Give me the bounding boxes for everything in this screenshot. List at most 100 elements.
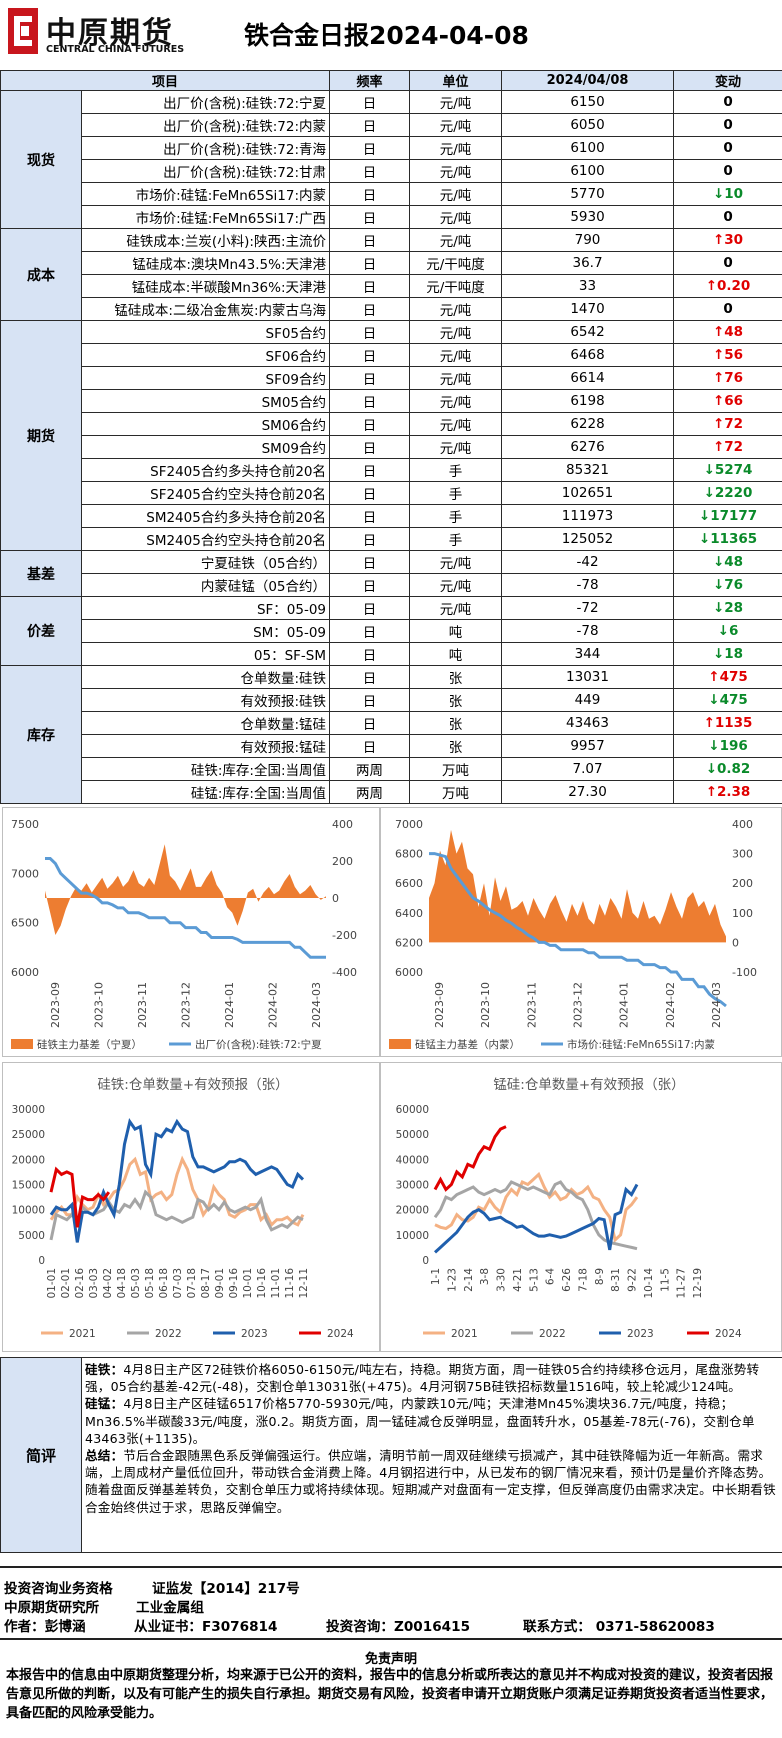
legend-label: 2024	[327, 1328, 354, 1340]
item-cell: SM05合约	[80, 389, 331, 413]
unit-cell: 张	[409, 688, 503, 712]
change-cell: ↑2.38	[673, 780, 782, 804]
x-tick-label: 2023-09	[433, 982, 446, 1028]
value-cell: 6100	[501, 136, 675, 160]
item-cell: SF05合约	[80, 320, 331, 344]
value-cell: 5770	[501, 182, 675, 206]
change-value: 11365	[710, 531, 758, 547]
series-line-2023	[49, 1117, 305, 1243]
x-tick-label: 7-18	[577, 1268, 589, 1292]
item-cell: 仓单数量:锰硅	[80, 711, 331, 735]
unit-cell: 张	[409, 734, 503, 758]
change-value: 2.38	[717, 784, 751, 800]
data-table: 项目 频率 单位 2024/04/08 变动 现货 出厂价(含税):硅铁:72:宁…	[0, 70, 782, 804]
arrow-down-icon: ↓	[703, 462, 715, 478]
table-row: 成本 硅铁成本:兰炭(小料):陕西:主流价日元/吨 790 ↑30	[0, 228, 782, 321]
comment-head: 硅锰：	[85, 1396, 124, 1412]
unit-cell: 元/干吨度	[409, 251, 503, 275]
y-tick-label: 6800	[395, 848, 423, 861]
unit-cell: 元/吨	[409, 412, 503, 436]
arrow-down-icon: ↓	[712, 646, 725, 662]
arrow-down-icon: ↓	[698, 531, 711, 547]
change-value: 0	[723, 163, 733, 179]
change-value: 0	[723, 117, 733, 133]
value-cell: 344	[501, 642, 675, 666]
x-tick-label: 2023-11	[136, 982, 149, 1028]
series-line-2023	[433, 1183, 639, 1254]
unit-cell: 元/干吨度	[409, 274, 503, 298]
y-tick-label: 10000	[12, 1205, 45, 1217]
company-logo-english: CENTRAL CHINA FUTURES	[46, 44, 185, 55]
price-line	[429, 852, 727, 1008]
change-cell: ↑1135	[673, 711, 782, 735]
footer-group: 工业金属组	[136, 1600, 204, 1616]
change-cell: ↓0.82	[673, 757, 782, 781]
x-tick-label: 1-1	[430, 1268, 442, 1285]
change-cell: ↑76	[673, 366, 782, 390]
change-value: 5274	[714, 462, 753, 478]
table-row: SF09合约日元/吨 6614 ↑76	[1, 366, 782, 390]
frequency-cell: 日	[329, 665, 411, 689]
frequency-cell: 日	[329, 527, 411, 551]
footer-consulting: 投资咨询：Z0016415	[326, 1619, 471, 1635]
item-cell: 硅铁:库存:全国:当周值	[80, 757, 331, 781]
unit-cell: 万吨	[409, 757, 503, 781]
y-tick-label: 0	[38, 1255, 45, 1267]
table-header-row: 项目 频率 单位 2024/04/08 变动	[0, 70, 782, 91]
x-tick-label: 02-01	[60, 1268, 72, 1299]
x-tick-label: 3-8	[479, 1268, 491, 1285]
x-tick-label: 2023-10	[479, 982, 492, 1028]
disclaimer-title: 免责声明	[364, 1652, 417, 1667]
change-cell: 0	[673, 297, 782, 321]
change-value: 48	[724, 554, 744, 570]
value-cell: 6150	[501, 90, 675, 114]
change-cell: ↓48	[673, 550, 782, 574]
value-cell: 449	[501, 688, 675, 712]
x-tick-label: 11-27	[676, 1268, 688, 1299]
frequency-cell: 日	[329, 504, 411, 528]
change-cell: ↓2220	[673, 481, 782, 505]
category-cell: 成本	[0, 228, 82, 321]
frequency-cell: 日	[329, 642, 411, 666]
change-value: 76	[724, 577, 744, 593]
unit-cell: 张	[409, 665, 503, 689]
y-tick-label: 6500	[11, 917, 39, 930]
comment-paragraph-sf: 硅铁：4月8日主产区72硅铁价格6050-6150元/吨左右，持稳。期货方面，周…	[85, 1361, 778, 1395]
x-tick-label: 9-22	[627, 1268, 639, 1292]
change-value: 18	[724, 646, 744, 662]
x-tick-label: 11-5	[659, 1268, 671, 1292]
y2-tick-label: 100	[732, 907, 753, 920]
x-tick-label: 2023-12	[572, 982, 585, 1028]
comment-text: 4月8日主产区72硅铁价格6050-6150元/吨左右，持稳。期货方面，周一硅铁…	[85, 1362, 760, 1395]
y2-tick-label: 200	[732, 877, 753, 890]
arrow-down-icon: ↓	[717, 623, 729, 639]
y2-tick-label: -100	[732, 966, 757, 979]
arrow-up-icon: ↑	[712, 439, 725, 455]
y-tick-label: 20000	[396, 1205, 429, 1217]
chart-panel-sm-basis: 6000 6200 6400 6600 6800 7000 -100 0 100 200 300 40…	[380, 807, 782, 1057]
y-tick-label: 20000	[12, 1154, 45, 1166]
change-cell: 0	[673, 205, 782, 229]
col-header-frequency: 频率	[329, 70, 411, 91]
change-cell: ↓18	[673, 642, 782, 666]
frequency-cell: 日	[329, 435, 411, 459]
table-row: SM05合约日元/吨 6198 ↑66	[1, 389, 782, 413]
arrow-down-icon: ↓	[698, 508, 711, 524]
change-cell: 0	[673, 136, 782, 160]
chart-panel-sm-warrants: 锰硅:仓单数量+有效预报（张） 0 10000 20000 30000 40000 5000…	[380, 1062, 782, 1352]
unit-cell: 元/吨	[409, 159, 503, 183]
arrow-up-icon: ↑	[712, 416, 725, 432]
value-cell: -78	[501, 619, 675, 643]
company-logo-text: 中原期货	[46, 16, 174, 51]
x-tick-label: 6-4	[545, 1268, 557, 1285]
x-tick-label: 8-9	[594, 1268, 606, 1285]
x-tick-label: 2024-01	[223, 982, 236, 1028]
value-cell: 6228	[501, 412, 675, 436]
value-cell: 13031	[501, 665, 675, 689]
footer-divider	[0, 1638, 782, 1640]
x-tick-label: 2024-03	[310, 982, 323, 1028]
change-cell: ↑475	[673, 665, 782, 689]
comment-paragraph-sm: 硅锰：4月8日主产区硅锰6517价格5770-5930元/吨，内蒙跌10元/吨；…	[85, 1395, 778, 1447]
footer-license: 证监发【2014】217号	[152, 1581, 300, 1597]
table-row: 锰硅成本:二级冶金焦炭:内蒙古乌海日元/吨 1470 0	[1, 297, 782, 321]
